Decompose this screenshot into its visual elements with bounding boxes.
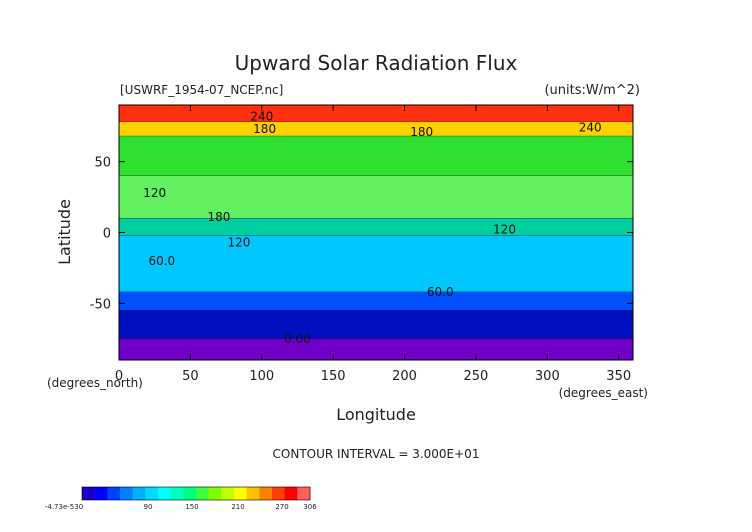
colorbar-label-5: 306 [303,503,317,511]
x-tick-label-5: 250 [464,369,489,384]
y-tick-label-1: 0 [103,227,111,242]
y-unit-label: (degrees_north) [47,376,143,390]
heatmap-band-6 [119,292,633,311]
colorbar-swatch-13 [246,487,260,500]
colorbar-label-3: 210 [231,503,244,511]
contour-label-7: 120 [493,223,516,237]
chart-title: Upward Solar Radiation Flux [235,51,518,75]
colorbar-label-4: 270 [275,503,288,511]
x-tick-label-4: 200 [392,369,417,384]
colorbar-swatch-8 [183,487,197,500]
colorbar-swatch-10 [208,487,222,500]
x-unit-label: (degrees_east) [559,386,648,400]
contour-label-3: 240 [579,121,602,135]
heatmap-band-8 [119,338,633,360]
plot-area [119,105,633,361]
colorbar-label-1: 90 [144,503,153,511]
y-tick-label-0: 50 [94,156,111,171]
colorbar-swatch-4 [132,487,146,500]
contour-label-4: 120 [143,186,166,200]
heatmap-band-4 [119,218,633,236]
colorbar-swatch-14 [259,487,273,500]
contour-interval: CONTOUR INTERVAL = 3.000E+01 [273,447,480,461]
x-tick-label-7: 350 [606,369,631,384]
colorbar-swatch-16 [284,487,298,500]
colorbar-swatch-2 [107,487,121,500]
contour-label-8: 60.0 [148,254,175,268]
colorbar-swatch-15 [272,487,286,500]
colorbar-labels: -4.73e-530 90 150 210 270 306 [45,503,317,511]
colorbar-swatch-12 [234,487,248,500]
x-tick-label-6: 300 [535,369,560,384]
contour-label-9: 60.0 [427,285,454,299]
heatmap-band-7 [119,310,633,339]
units-label: (units:W/m^2) [544,83,640,98]
contour-label-0: 240 [250,109,273,123]
colorbar-frame [81,486,311,501]
colorbar-swatch-5 [145,487,159,500]
contour-label-6: 120 [227,235,250,249]
colorbar-swatch-1 [94,487,108,500]
x-tick-label-3: 150 [321,369,346,384]
x-tick-label-0: 0 [115,369,123,384]
colorbar-swatch-17 [297,487,311,500]
contour-label-10: 0.00 [284,332,311,346]
colorbar-label-2: 150 [185,503,198,511]
y-tick-label-2: -50 [90,297,111,312]
x-tick-label-2: 100 [249,369,274,384]
heatmap-band-0 [119,105,633,122]
x-tick-label-1: 50 [182,369,199,384]
colorbar-swatch-9 [196,487,210,500]
colorbar-swatch-6 [158,487,172,500]
y-axis-label: Latitude [55,199,74,265]
colorbar-label-0: -4.73e-530 [45,503,83,511]
colorbar-swatch-7 [170,487,184,500]
y-axis-ticks: 50 0 -50 [90,156,633,312]
contour-label-1: 180 [253,122,276,136]
x-axis-label: Longitude [336,405,416,424]
heatmap-band-5 [119,235,633,292]
file-label: [USWRF_1954-07_NCEP.nc] [120,83,283,97]
contour-label-5: 180 [207,210,230,224]
x-axis-ticks: 0 50 100 150 200 250 300 350 [115,105,631,384]
colorbar-swatch-3 [120,487,134,500]
contour-label-2: 180 [410,125,433,139]
heatmap-band-3 [119,175,633,219]
heatmap-band-1 [119,122,633,137]
colorbar-swatch-0 [82,487,96,500]
heatmap-band-2 [119,136,633,176]
colorbar-swatch-11 [221,487,235,500]
colorbar [81,486,311,501]
